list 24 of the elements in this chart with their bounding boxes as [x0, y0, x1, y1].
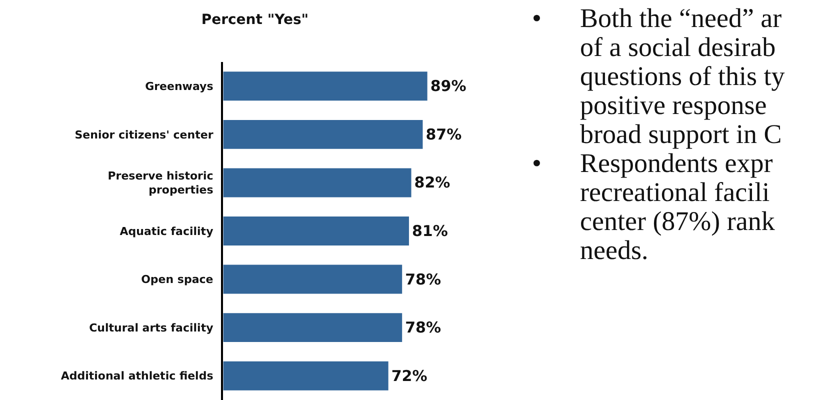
y-tick-label: Open space — [141, 273, 214, 286]
chart-title: Percent "Yes" — [201, 12, 309, 28]
data-label: 87% — [426, 125, 462, 144]
bar — [223, 264, 402, 294]
text: • Respondents expr recreational facili center (87%) rank needs. — [532, 148, 775, 265]
y-tick-label: Preserve historic properties — [108, 169, 214, 197]
bar — [223, 168, 412, 198]
y-tick-label: Aquatic facility — [120, 224, 214, 238]
y-tick-label: Cultural arts facility — [89, 321, 214, 334]
data-label: 72% — [391, 366, 428, 385]
bar — [223, 361, 388, 390]
text: • Both the “need” ar of a social desirab questions of this ty positive response broad support in C — [532, 3, 785, 149]
y-tick-label: Greenways — [145, 80, 214, 93]
bar — [223, 313, 402, 342]
data-label: 78% — [405, 318, 441, 337]
bar — [223, 120, 423, 149]
y-tick-label: Senior citizens' center — [74, 128, 214, 142]
data-label: 89% — [430, 77, 466, 96]
data-label: 78% — [405, 270, 441, 288]
bar — [223, 72, 428, 101]
data-label: 82% — [414, 174, 450, 192]
bar — [223, 216, 409, 246]
y-tick-label: Additional athletic fields — [60, 370, 214, 383]
data-label: 81% — [412, 222, 448, 240]
